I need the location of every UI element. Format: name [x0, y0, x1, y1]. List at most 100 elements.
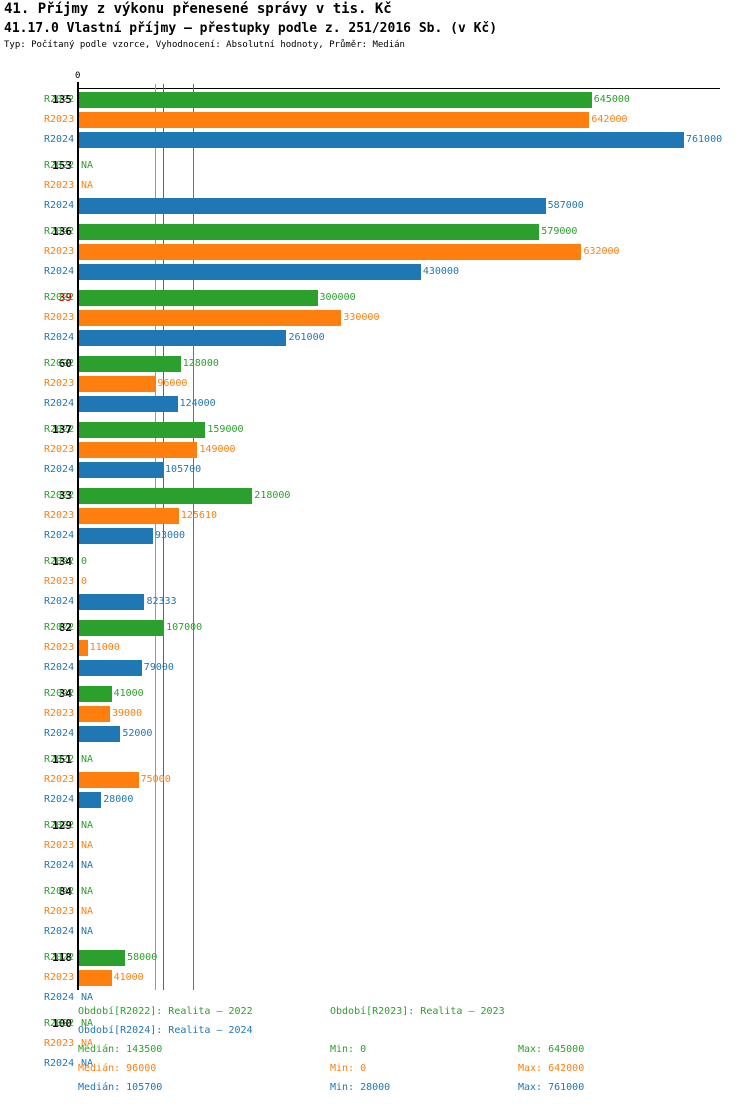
page-title: 41. Příjmy z výkonu přenesené správy v t…	[4, 1, 392, 17]
bar[interactable]	[79, 224, 540, 240]
chart-bar-row[interactable]: R2024 124000	[0, 394, 750, 414]
chart-bar-row[interactable]: R2022 NA	[0, 816, 750, 836]
chart-bar-row[interactable]: R2024 NA	[0, 988, 750, 1008]
chart-bar-row[interactable]: R2024 79000	[0, 658, 750, 678]
chart-bar-row[interactable]: R2022 NA	[0, 156, 750, 176]
chart-bar-row[interactable]: R2024 82333	[0, 592, 750, 612]
chart-bar-row[interactable]: R2023 632000	[0, 242, 750, 262]
bar[interactable]	[79, 92, 592, 108]
chart-bar-row[interactable]: R2022 159000	[0, 420, 750, 440]
bar[interactable]	[79, 396, 178, 412]
bar-value: 261000	[288, 332, 325, 343]
bar[interactable]	[79, 970, 112, 986]
chart-bar-row[interactable]: R2022 NA	[0, 750, 750, 770]
bar[interactable]	[79, 290, 318, 306]
series-label: R2023	[44, 312, 75, 323]
chart-bar-row[interactable]: R2022 0	[0, 552, 750, 572]
chart-bar-row[interactable]: R2022 128000	[0, 354, 750, 374]
chart-bar-row[interactable]: R2024 430000	[0, 262, 750, 282]
bar-value-na: NA	[81, 754, 94, 765]
chart-bar-row[interactable]: R2024 761000	[0, 130, 750, 150]
series-label: R2024	[44, 134, 75, 145]
series-label: R2022	[44, 226, 75, 237]
bar[interactable]	[79, 198, 546, 214]
bar[interactable]	[79, 244, 582, 260]
bar[interactable]	[79, 112, 590, 128]
chart-bar-row[interactable]: R2024 52000	[0, 724, 750, 744]
chart-bar-row[interactable]: R2022 218000	[0, 486, 750, 506]
chart-bar-row[interactable]: R2022 645000	[0, 90, 750, 110]
chart-bar-row[interactable]: R2023 NA	[0, 902, 750, 922]
bar[interactable]	[79, 772, 139, 788]
chart-bar-row[interactable]: R2023 NA	[0, 836, 750, 856]
series-label: R2024	[44, 464, 75, 475]
bar[interactable]	[79, 488, 253, 504]
legend-text: Min: 28000	[330, 1082, 391, 1093]
series-label: R2022	[44, 556, 75, 567]
chart-bar-row[interactable]: R2024 105700	[0, 460, 750, 480]
chart-bar-row[interactable]: R2024 587000	[0, 196, 750, 216]
bar[interactable]	[79, 442, 198, 458]
bar[interactable]	[79, 528, 153, 544]
bar[interactable]	[79, 620, 165, 636]
bar[interactable]	[79, 660, 142, 676]
series-label: R2024	[44, 926, 75, 937]
bar[interactable]	[79, 310, 342, 326]
bar[interactable]	[79, 594, 145, 610]
bar[interactable]	[79, 376, 156, 392]
bar-value-na: NA	[81, 860, 94, 871]
chart-bar-row[interactable]: R2022 58000	[0, 948, 750, 968]
chart-bar-row[interactable]: R2023 330000	[0, 308, 750, 328]
bar[interactable]	[79, 462, 164, 478]
chart-bar-row[interactable]: R2023 NA	[0, 176, 750, 196]
bar-value: 159000	[207, 424, 244, 435]
chart-bar-row[interactable]: R2024 NA	[0, 922, 750, 942]
chart-bar-row[interactable]: R2023 75000	[0, 770, 750, 790]
bar-value-na: NA	[81, 180, 94, 191]
series-label: R2023	[44, 972, 75, 983]
chart-group: 118 R2022 58000 R2023 41000 R2024 NA	[0, 948, 750, 1008]
series-label: R2023	[44, 378, 75, 389]
chart-bar-row[interactable]: R2024 261000	[0, 328, 750, 348]
chart-bar-row[interactable]: R2022 NA	[0, 1014, 750, 1034]
bar[interactable]	[79, 792, 102, 808]
bar[interactable]	[79, 356, 181, 372]
chart-bar-row[interactable]: R2023 0	[0, 572, 750, 592]
chart-bar-row[interactable]: R2023 39000	[0, 704, 750, 724]
bar[interactable]	[79, 330, 287, 346]
series-label: R2022	[44, 622, 75, 633]
chart-bar-row[interactable]: R2023 96000	[0, 374, 750, 394]
bar[interactable]	[79, 686, 112, 702]
chart-bar-row[interactable]: R2023 41000	[0, 968, 750, 988]
chart-bar-row[interactable]: R2023 125610	[0, 506, 750, 526]
chart-bar-row[interactable]: R2023 149000	[0, 440, 750, 460]
chart-bar-row[interactable]: R2022 41000	[0, 684, 750, 704]
chart-bar-row[interactable]: R2024 NA	[0, 1054, 750, 1074]
chart-group: 136 R2022 579000 R2023 632000 R2024 430000	[0, 222, 750, 282]
bar[interactable]	[79, 726, 121, 742]
bar[interactable]	[79, 422, 206, 438]
chart-bar-row[interactable]: R2024 28000	[0, 790, 750, 810]
chart-bar-row[interactable]: R2023 NA	[0, 1034, 750, 1054]
series-label: R2023	[44, 708, 75, 719]
series-label: R2024	[44, 992, 75, 1003]
legend-text: Min: 0	[330, 1063, 367, 1074]
bar[interactable]	[79, 132, 684, 148]
chart-bar-row[interactable]: R2022 300000	[0, 288, 750, 308]
bar[interactable]	[79, 950, 126, 966]
bar-value: 79000	[143, 662, 174, 673]
bar[interactable]	[79, 640, 88, 656]
chart-bar-row[interactable]: R2023 11000	[0, 638, 750, 658]
chart-bar-row[interactable]: R2024 93000	[0, 526, 750, 546]
chart-bar-row[interactable]: R2022 579000	[0, 222, 750, 242]
chart-bar-row[interactable]: R2024 NA	[0, 856, 750, 876]
chart-bar-row[interactable]: R2023 642000	[0, 110, 750, 130]
chart-bar-row[interactable]: R2022 107000	[0, 618, 750, 638]
bar[interactable]	[79, 264, 421, 280]
bar-value: 645000	[593, 94, 630, 105]
bar-value: 39000	[112, 708, 143, 719]
bar[interactable]	[79, 706, 110, 722]
series-label: R2024	[44, 200, 75, 211]
chart-bar-row[interactable]: R2022 NA	[0, 882, 750, 902]
bar[interactable]	[79, 508, 179, 524]
